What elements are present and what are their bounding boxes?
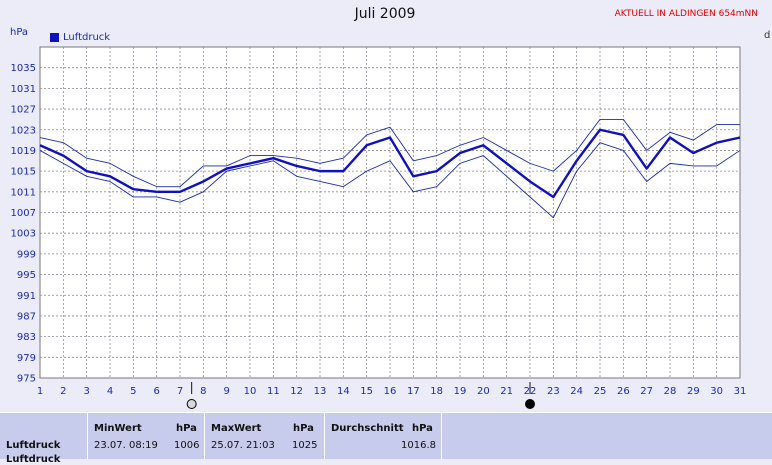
x-tick-label: 5 (130, 386, 136, 397)
y-tick-label: 979 (17, 353, 36, 364)
x-tick-label: 12 (290, 386, 303, 397)
x-tick-label: 20 (477, 386, 490, 397)
x-tick-label: 27 (640, 386, 653, 397)
stats-row-label-2: Luftdruck (6, 454, 61, 465)
y-tick-label: 975 (17, 374, 36, 385)
y-tick-label: 995 (17, 270, 36, 281)
y-tick-label: 1015 (11, 167, 36, 178)
series-line-min (39, 142, 741, 219)
stats-max-datetime: 25.07. 21:03 (211, 440, 275, 451)
pressure-chart: 9759799839879919959991003100710111015101… (11, 46, 747, 409)
y-tick-label: 987 (17, 311, 36, 322)
x-tick-label: 2 (60, 386, 66, 397)
y-tick-label: 1035 (11, 63, 36, 74)
x-tick-label: 23 (547, 386, 560, 397)
x-tick-label: 3 (83, 386, 89, 397)
y-tick-label: 1027 (11, 105, 36, 116)
x-tick-label: 4 (107, 386, 113, 397)
y-tick-label: 1011 (11, 187, 36, 198)
new-moon-icon (186, 399, 197, 409)
chart-title: Juli 2009 (354, 6, 416, 22)
stats-min-cell: MinWert hPa 23.07. 08:19 1006 (88, 413, 205, 459)
stats-max-unit: hPa (293, 423, 314, 434)
x-axis-labels: 1 2 3 4 5 6 7 8 9 10 11 12 13 14 15 16 17 18 19 20 21 22 23 24 2… (37, 386, 747, 397)
stats-table: Luftdruck Luftdruck MinWert hPa 23.07. 0… (0, 412, 772, 465)
stats-avg-header: Durchschnitt (331, 423, 404, 434)
moon-markers (186, 382, 535, 409)
y-tick-label: 1031 (11, 84, 36, 95)
stats-row-label-cell: Luftdruck Luftdruck (0, 413, 88, 465)
stats-min-value: 1006 (174, 440, 200, 451)
y-tick-label: 1023 (11, 125, 36, 136)
stats-min-header: MinWert (94, 423, 142, 434)
series-line-max (39, 118, 740, 188)
stats-min-datetime: 23.07. 08:19 (94, 440, 158, 451)
legend: Luftdruck (50, 32, 110, 43)
y-unit-label: hPa (10, 27, 29, 38)
y-tick-label: 991 (17, 291, 36, 302)
truncated-text: d (764, 30, 771, 41)
series-lines (39, 118, 741, 219)
stats-row-label: Luftdruck (6, 440, 61, 451)
x-tick-label: 21 (500, 386, 513, 397)
stats-avg-cell: Durchschnitt hPa 1016.8 (325, 413, 442, 459)
x-tick-label: 29 (687, 386, 700, 397)
x-tick-label: 28 (664, 386, 677, 397)
x-tick-label: 9 (223, 386, 229, 397)
x-tick-label: 15 (360, 386, 373, 397)
x-tick-label: 31 (734, 386, 747, 397)
stats-avg-value: 1016.8 (401, 440, 436, 451)
legend-label: Luftdruck (63, 32, 111, 43)
stats-max-cell: MaxWert hPa 25.07. 21:03 1025 (205, 413, 325, 459)
x-tick-label: 24 (570, 386, 583, 397)
x-tick-label: 25 (594, 386, 607, 397)
x-tick-label: 7 (177, 386, 183, 397)
stats-max-header: MaxWert (211, 423, 262, 434)
location-badge: AKTUELL IN ALDINGEN 654mNN (614, 9, 758, 19)
x-tick-label: 30 (710, 386, 723, 397)
stats-avg-unit: hPa (412, 423, 433, 434)
x-tick-label: 18 (430, 386, 443, 397)
legend-swatch (50, 33, 59, 42)
x-tick-label: 16 (384, 386, 397, 397)
y-tick-label: 1003 (11, 229, 36, 240)
x-tick-label: 11 (267, 386, 280, 397)
x-tick-label: 1 (37, 386, 43, 397)
x-tick-label: 10 (244, 386, 257, 397)
x-tick-label: 13 (314, 386, 327, 397)
x-tick-label: 17 (407, 386, 420, 397)
x-tick-label: 8 (200, 386, 206, 397)
y-tick-label: 999 (17, 249, 36, 260)
grid (40, 47, 740, 378)
x-tick-label: 14 (337, 386, 350, 397)
y-axis-labels: 975 979 983 987 991 995 999 1003 1007 1011 1015 101… (11, 63, 36, 384)
y-tick-label: 1019 (11, 146, 36, 157)
stats-min-unit: hPa (176, 423, 197, 434)
stats-max-value: 1025 (292, 440, 318, 451)
y-tick-label: 983 (17, 332, 36, 343)
x-tick-label: 19 (454, 386, 467, 397)
x-tick-label: 6 (153, 386, 159, 397)
full-moon-icon (525, 399, 535, 409)
x-tick-label: 26 (617, 386, 630, 397)
y-tick-label: 1007 (11, 208, 36, 219)
series-line-luftdruck (39, 128, 741, 199)
